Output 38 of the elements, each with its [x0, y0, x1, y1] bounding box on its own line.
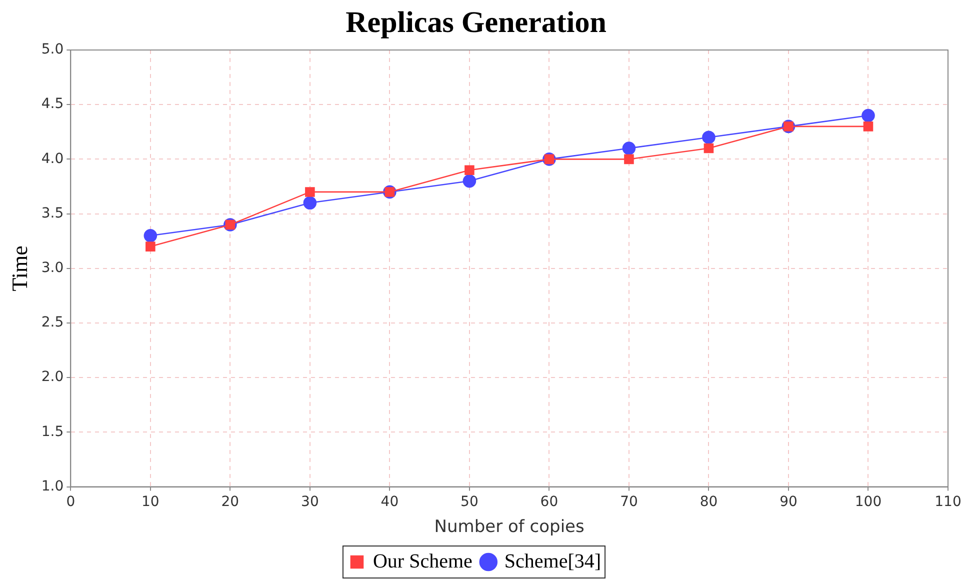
- x-tick-label: 0: [66, 494, 76, 510]
- x-tick-label: 20: [221, 494, 240, 510]
- y-tick-label: 4.0: [41, 150, 64, 167]
- point: [464, 165, 474, 176]
- point: [862, 108, 875, 122]
- y-tick-label: 5.0: [41, 42, 64, 58]
- x-tick-label: 50: [460, 494, 478, 510]
- x-tick-label: 90: [780, 494, 798, 510]
- x-tick-label: 60: [540, 494, 558, 510]
- chart-title: Replicas Generation: [346, 6, 607, 39]
- y-tick-label: 1.0: [41, 478, 64, 494]
- point: [702, 130, 716, 144]
- point: [622, 142, 636, 155]
- point: [462, 174, 476, 188]
- point: [863, 122, 874, 132]
- x-axis-title: Number of copies: [434, 517, 585, 538]
- point: [146, 242, 156, 252]
- y-tick-label: 1.5: [41, 424, 64, 440]
- x-tick-label: 80: [700, 494, 718, 510]
- x-tick-label: 30: [301, 494, 319, 510]
- y-tick-label: 2.5: [41, 314, 64, 331]
- x-tick-label: 110: [934, 494, 962, 510]
- legend-label: Our Scheme: [372, 550, 473, 572]
- y-tick-label: 4.5: [41, 96, 64, 112]
- x-tick-label: 10: [142, 494, 160, 510]
- y-axis-title: Time: [6, 246, 32, 292]
- point: [144, 228, 158, 242]
- x-tick-label: 40: [380, 494, 399, 510]
- legend-label: Scheme[34]: [504, 550, 602, 572]
- point: [303, 196, 317, 210]
- point: [624, 154, 634, 164]
- point: [305, 187, 315, 197]
- y-tick-label: 3.5: [41, 205, 64, 222]
- y-tick-label: 3.0: [41, 260, 64, 276]
- y-tick-label: 2.0: [41, 369, 64, 386]
- point: [704, 143, 714, 154]
- x-tick-label: 100: [854, 494, 882, 510]
- x-tick-label: 70: [620, 494, 638, 510]
